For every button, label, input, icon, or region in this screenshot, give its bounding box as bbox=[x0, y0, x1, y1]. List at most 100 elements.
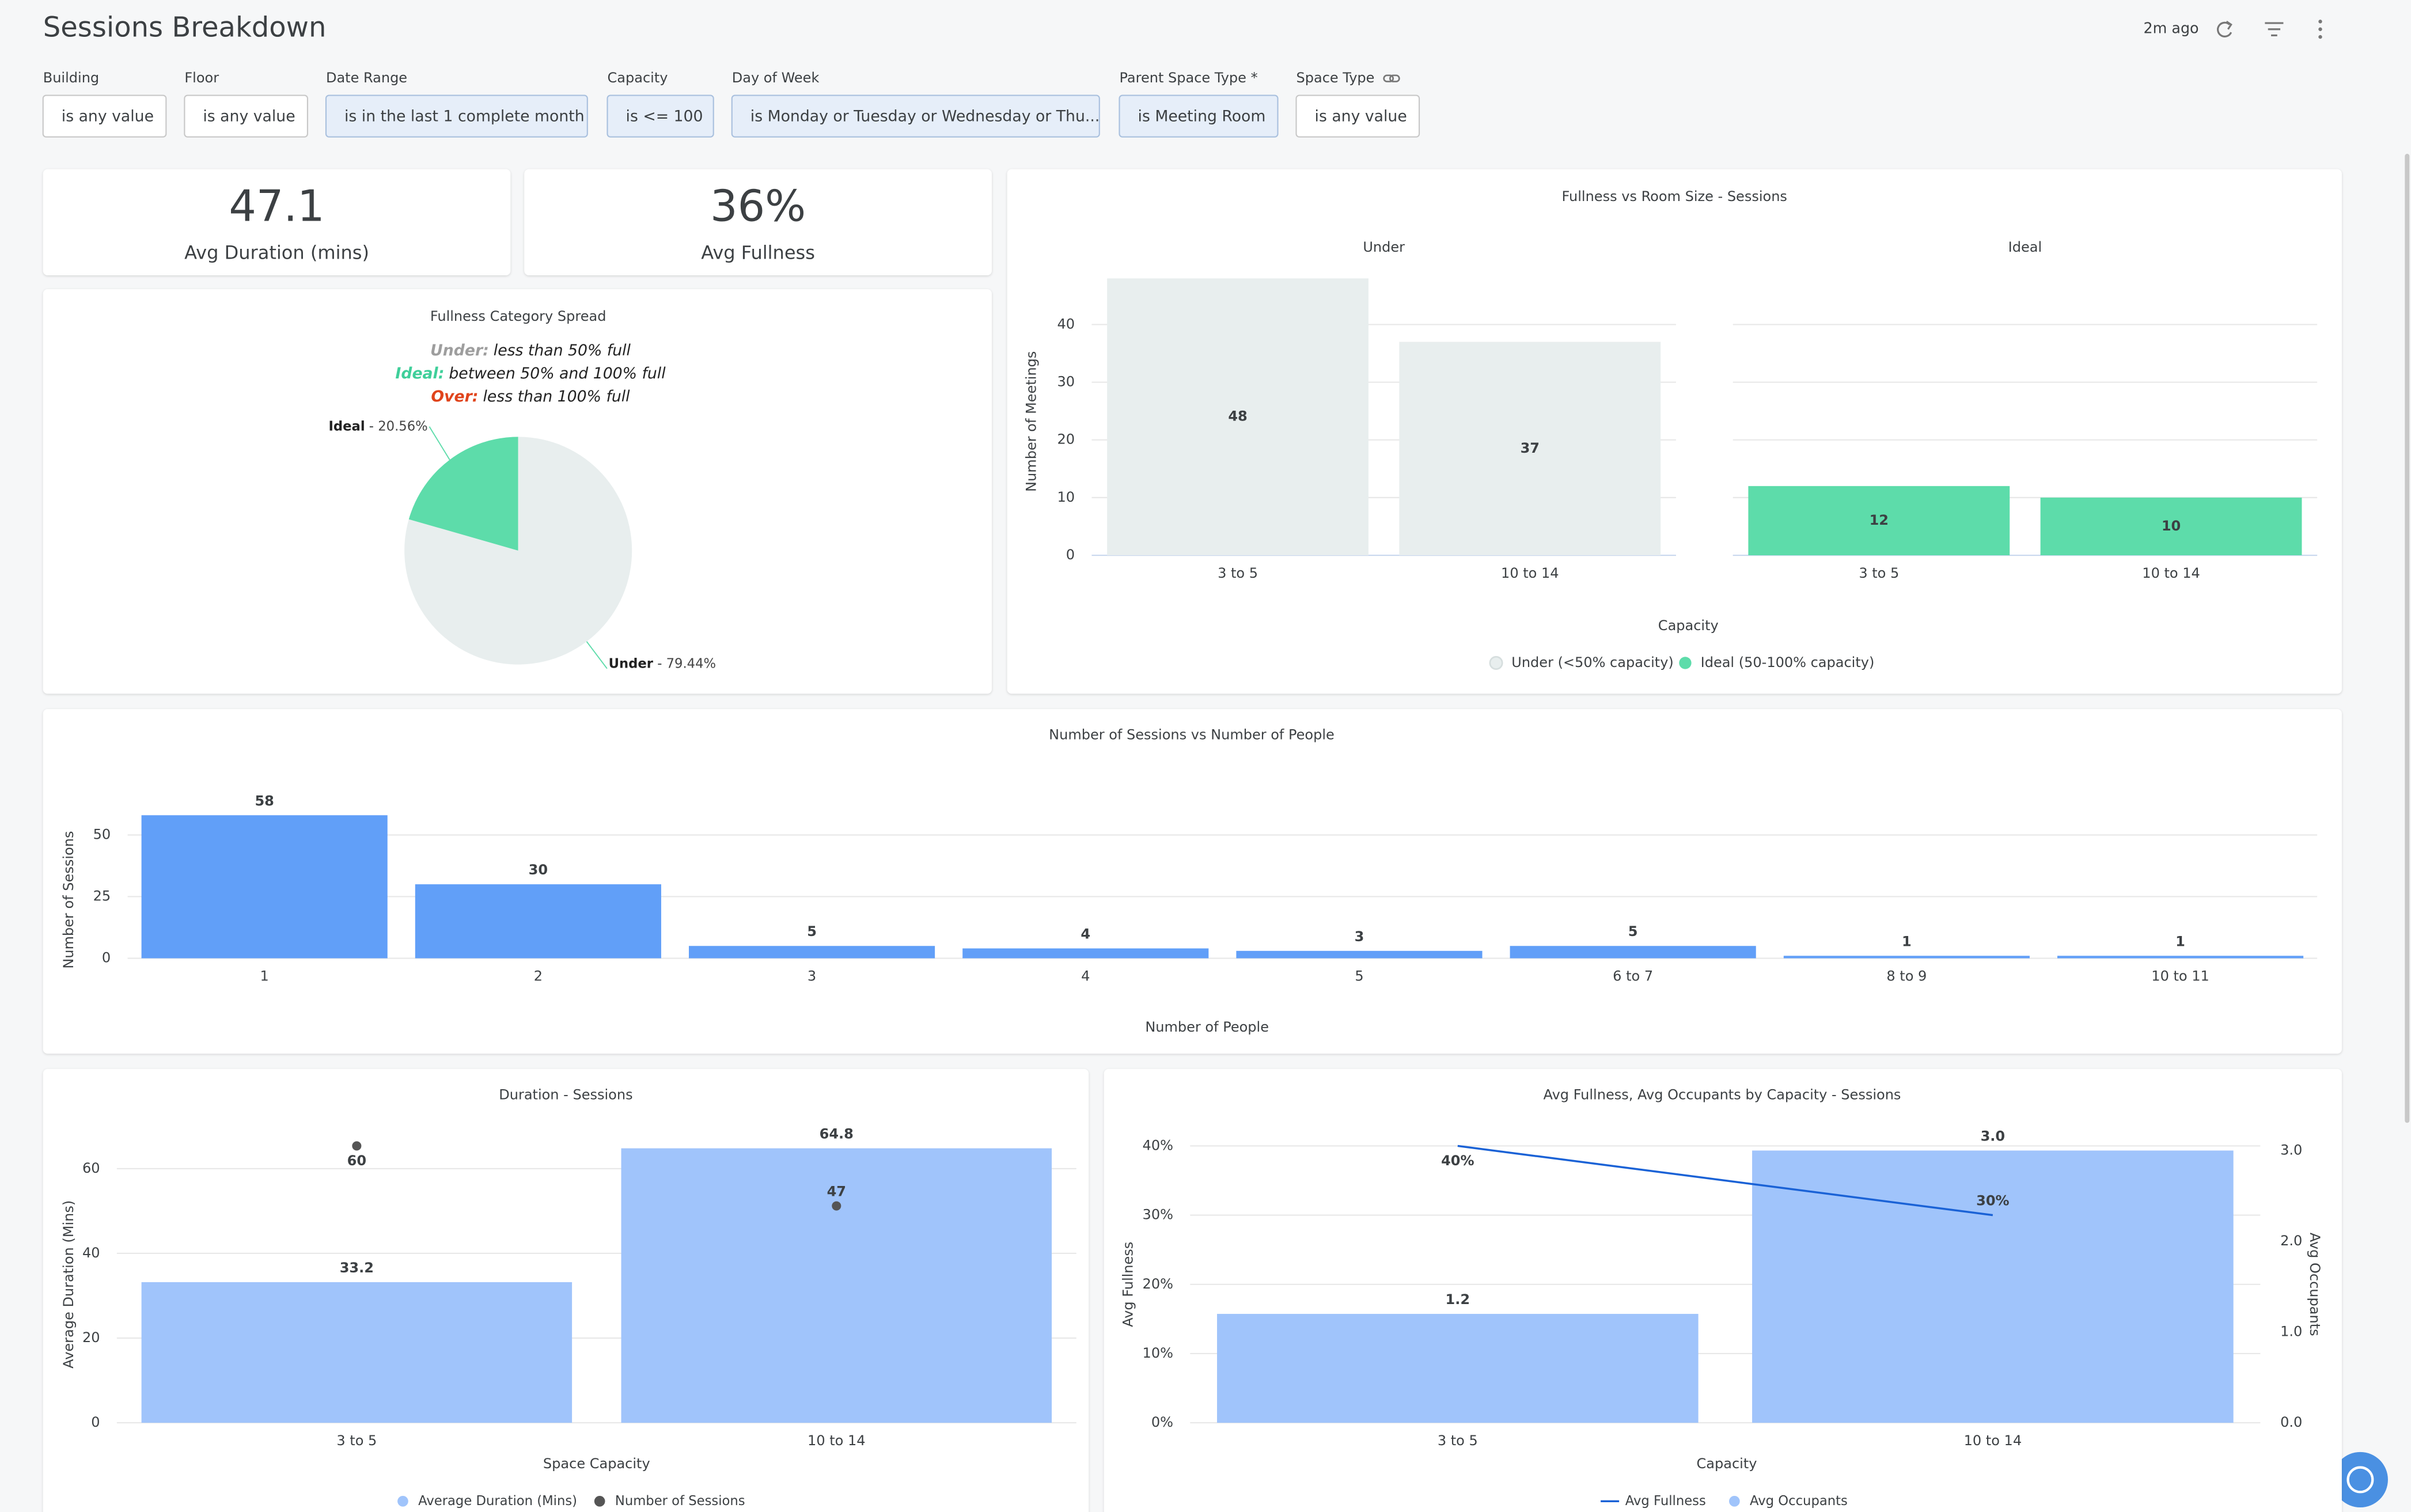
chart-title: Fullness vs Room Size - Sessions bbox=[1562, 188, 1787, 204]
y-tick-label: 40% bbox=[1143, 1137, 1173, 1153]
value-label: 60 bbox=[347, 1153, 366, 1169]
y-axis-title: Average Duration (Mins) bbox=[60, 1200, 77, 1369]
chart-title: Avg Fullness, Avg Occupants by Capacity … bbox=[1544, 1086, 1901, 1102]
filter-box[interactable] bbox=[1119, 94, 1279, 138]
filter-value: is Meeting Room bbox=[1138, 107, 1266, 125]
x-tick-label: 10 to 14 bbox=[808, 1433, 865, 1449]
value-label: 40% bbox=[1441, 1153, 1474, 1169]
filter-value: is Monday or Tuesday or Wednesday or Thu… bbox=[750, 107, 1100, 125]
filter-value: is any value bbox=[1315, 107, 1407, 125]
x-tick-label: 2 bbox=[534, 968, 543, 984]
filter-box[interactable] bbox=[42, 94, 167, 138]
legend-label: Average Duration (Mins) bbox=[418, 1494, 577, 1509]
filter-icon[interactable] bbox=[2265, 22, 2284, 37]
y-tick-label: 30 bbox=[1057, 374, 1075, 390]
note-text: less than 100% full bbox=[483, 387, 630, 405]
bar bbox=[621, 1148, 1052, 1423]
refresh-icon[interactable] bbox=[2217, 21, 2232, 37]
value-label: 30 bbox=[529, 862, 548, 878]
filter-box[interactable] bbox=[184, 94, 308, 138]
x-tick-label: 5 bbox=[1355, 968, 1363, 984]
note: Under: less than 50% full bbox=[430, 341, 631, 359]
bar bbox=[1748, 486, 2010, 556]
x-tick-label: 3 bbox=[808, 968, 816, 984]
y-tick-label: 0 bbox=[102, 950, 111, 966]
note-term: Under: bbox=[430, 341, 489, 359]
y-tick-label: 20 bbox=[82, 1329, 100, 1346]
filter-box[interactable] bbox=[606, 94, 714, 138]
x-axis-title: Capacity bbox=[1697, 1456, 1757, 1472]
y-tick-label: 40 bbox=[82, 1245, 100, 1261]
link-icon bbox=[1383, 74, 1400, 82]
legend-swatch bbox=[1679, 657, 1692, 669]
y2-tick-label: 2.0 bbox=[2280, 1233, 2302, 1249]
filter-label: Parent Space Type * bbox=[1119, 70, 1257, 86]
x-axis-title: Space Capacity bbox=[543, 1456, 650, 1472]
line bbox=[1457, 1145, 1993, 1217]
pie-slice bbox=[408, 437, 518, 551]
value-label: 47 bbox=[827, 1184, 846, 1200]
filter-value: is any value bbox=[62, 107, 154, 125]
filter-value: is in the last 1 complete month bbox=[344, 107, 585, 125]
x-tick-label: 3 to 5 bbox=[1218, 565, 1258, 581]
filter-label: Floor bbox=[184, 70, 219, 86]
y2-axis-title: Avg Occupants bbox=[2307, 1233, 2323, 1336]
legend-swatch bbox=[1729, 1495, 1740, 1507]
bar bbox=[1107, 278, 1368, 556]
link-part bbox=[1383, 74, 1394, 82]
value-label: 58 bbox=[255, 793, 274, 809]
y-tick-label: 50 bbox=[93, 827, 111, 843]
filter-label: Capacity bbox=[608, 70, 668, 86]
note-text: between 50% and 100% full bbox=[449, 364, 666, 382]
link-part bbox=[1389, 74, 1400, 82]
note-term: Ideal: bbox=[395, 364, 444, 382]
leader-line bbox=[586, 641, 608, 669]
legend-label: Ideal (50-100% capacity) bbox=[1701, 654, 1875, 670]
value-label: 4 bbox=[1081, 926, 1090, 942]
y-tick-label: 20% bbox=[1143, 1276, 1173, 1292]
bar bbox=[141, 1282, 573, 1423]
filter-value: is <= 100 bbox=[626, 107, 703, 125]
slice-value: 79.44% bbox=[666, 656, 717, 671]
value-label: 3.0 bbox=[1981, 1128, 2006, 1144]
menu-icon[interactable] bbox=[2318, 20, 2322, 39]
legend-label: Under (<50% capacity) bbox=[1511, 654, 1674, 670]
pie-slice bbox=[404, 437, 632, 665]
bar bbox=[962, 948, 1209, 958]
bar bbox=[1752, 1150, 2234, 1423]
y-axis-title: Number of Meetings bbox=[1023, 351, 1039, 492]
scrollbar[interactable] bbox=[2405, 154, 2410, 1123]
value-label: 64.8 bbox=[820, 1126, 854, 1142]
x-tick-label: 3 to 5 bbox=[336, 1433, 377, 1449]
bar bbox=[415, 884, 661, 958]
filter-box[interactable] bbox=[1295, 94, 1420, 138]
value-label: 5 bbox=[1628, 923, 1638, 939]
legend-label: Avg Fullness bbox=[1625, 1494, 1706, 1509]
chart-title: Number of Sessions vs Number of People bbox=[1049, 726, 1335, 742]
y2-tick-label: 3.0 bbox=[2280, 1142, 2302, 1158]
facet-title: Ideal bbox=[2008, 239, 2042, 255]
kpi-label: Avg Fullness bbox=[701, 242, 815, 264]
y-tick-label: 30% bbox=[1143, 1207, 1173, 1223]
bar bbox=[141, 815, 388, 958]
value-label: 12 bbox=[1870, 512, 1889, 528]
leader-line bbox=[429, 426, 450, 460]
y-tick-label: 40 bbox=[1057, 316, 1075, 332]
bar bbox=[2057, 956, 2304, 958]
note-term: Over: bbox=[431, 387, 478, 405]
x-axis-title: Number of People bbox=[1145, 1019, 1269, 1035]
kpi-value: 36% bbox=[710, 181, 806, 232]
filter-box[interactable] bbox=[731, 94, 1100, 138]
filter-box[interactable] bbox=[325, 94, 588, 138]
bar bbox=[1217, 1314, 1699, 1423]
y-tick-label: 10 bbox=[1057, 489, 1075, 505]
bar bbox=[1783, 956, 2030, 958]
y-tick-label: 25 bbox=[93, 888, 111, 904]
y-tick-label: 0 bbox=[91, 1414, 100, 1430]
help-button[interactable] bbox=[2332, 1452, 2388, 1507]
legend-label: Avg Occupants bbox=[1750, 1494, 1848, 1509]
x-tick-label: 1 bbox=[260, 968, 269, 984]
bar bbox=[689, 946, 935, 958]
value-label: 5 bbox=[807, 923, 817, 939]
